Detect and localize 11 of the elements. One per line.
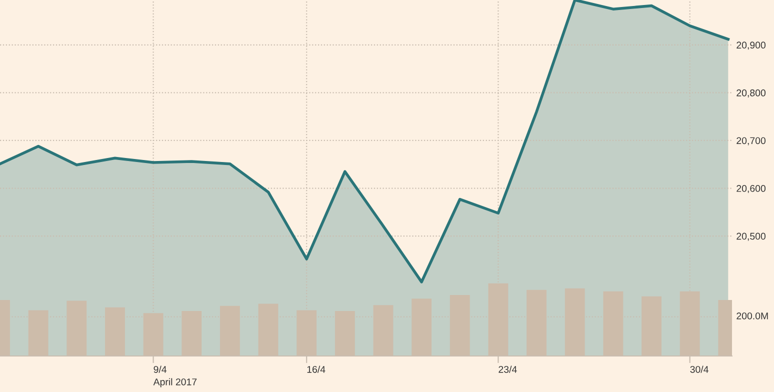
y-tick-label: 20,800 (736, 89, 766, 98)
x-tick-label: 9/4 (154, 366, 167, 373)
y-tick-label: 20,900 (736, 42, 766, 50)
y-tick-label: 20,600 (736, 185, 766, 194)
ref-line-label: 200.0M (736, 312, 768, 320)
x-tick-label: 16/4 (307, 366, 326, 373)
x-tick-label: 23/4 (498, 366, 517, 373)
text: April 2017 (153, 378, 197, 388)
x-tick-label: 30/4 (690, 366, 708, 373)
y-tick-label: 20,500 (736, 232, 766, 241)
y-tick-label: 20,700 (736, 137, 766, 146)
